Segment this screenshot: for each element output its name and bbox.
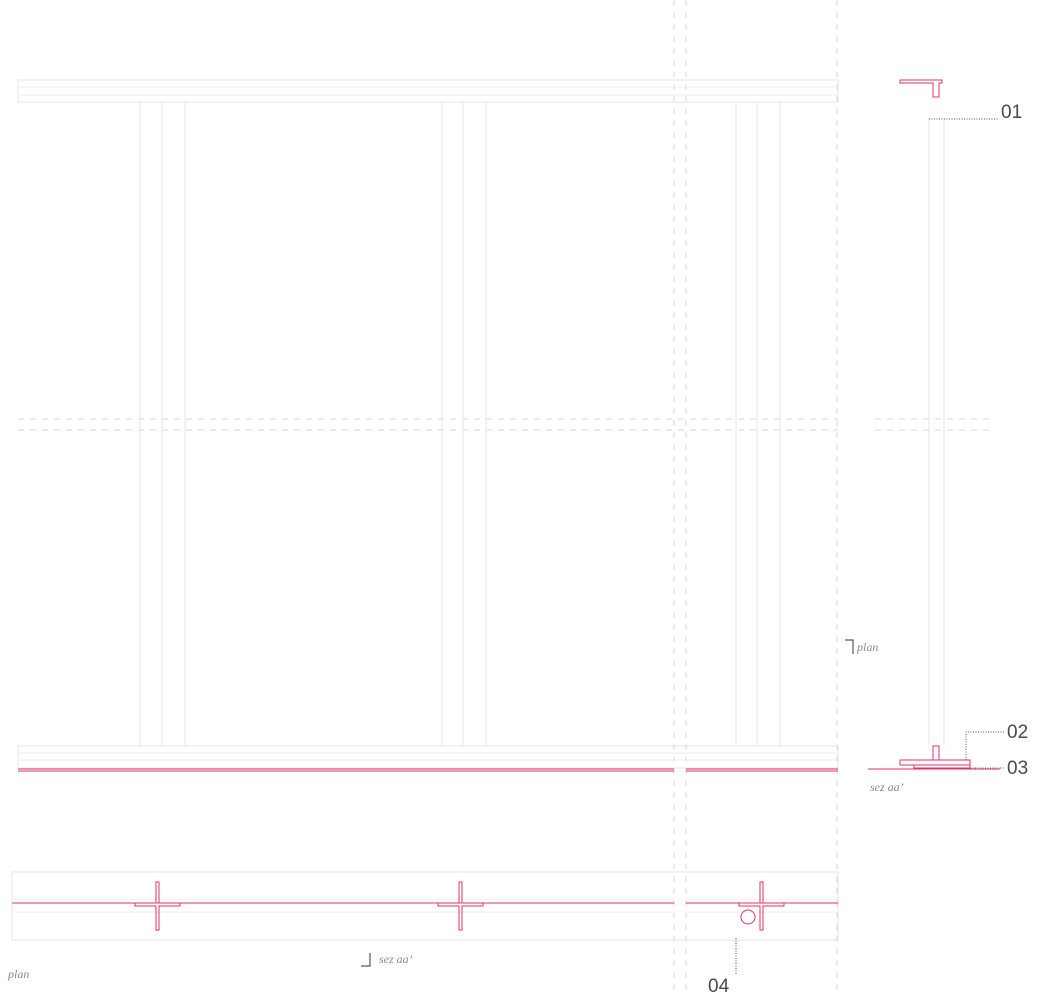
plan-cross-3 [738, 881, 785, 931]
top-beam [17, 79, 839, 103]
callout-03: 03 [1007, 758, 1028, 779]
anchor-bolt-circle [740, 909, 756, 925]
plan-cut-marker [845, 639, 854, 654]
callout-02: 02 [1007, 722, 1028, 743]
section-label: sez aa’ [870, 780, 904, 794]
plan-cross-2 [437, 881, 484, 931]
base-plate-line [18, 768, 838, 772]
section-view [868, 79, 1000, 770]
base-t-profile [868, 745, 1000, 770]
section-marker-label: sez aa’ [379, 952, 413, 966]
plan-marker-label: plan [856, 640, 878, 654]
column-1 [139, 102, 186, 746]
plan-label: plan [7, 967, 29, 981]
top-t-profile [899, 79, 943, 98]
plan-view [11, 871, 839, 941]
column-3 [735, 102, 781, 746]
leader-lines [735, 118, 1004, 975]
callout-01: 01 [1001, 102, 1022, 123]
bottom-beam [17, 745, 839, 769]
section-cut-marker [361, 953, 371, 967]
elevation-view [17, 79, 839, 772]
grid-axes [18, 0, 995, 996]
callout-04: 04 [708, 976, 730, 996]
plan-cross-1 [134, 881, 181, 931]
column-2 [441, 102, 487, 746]
